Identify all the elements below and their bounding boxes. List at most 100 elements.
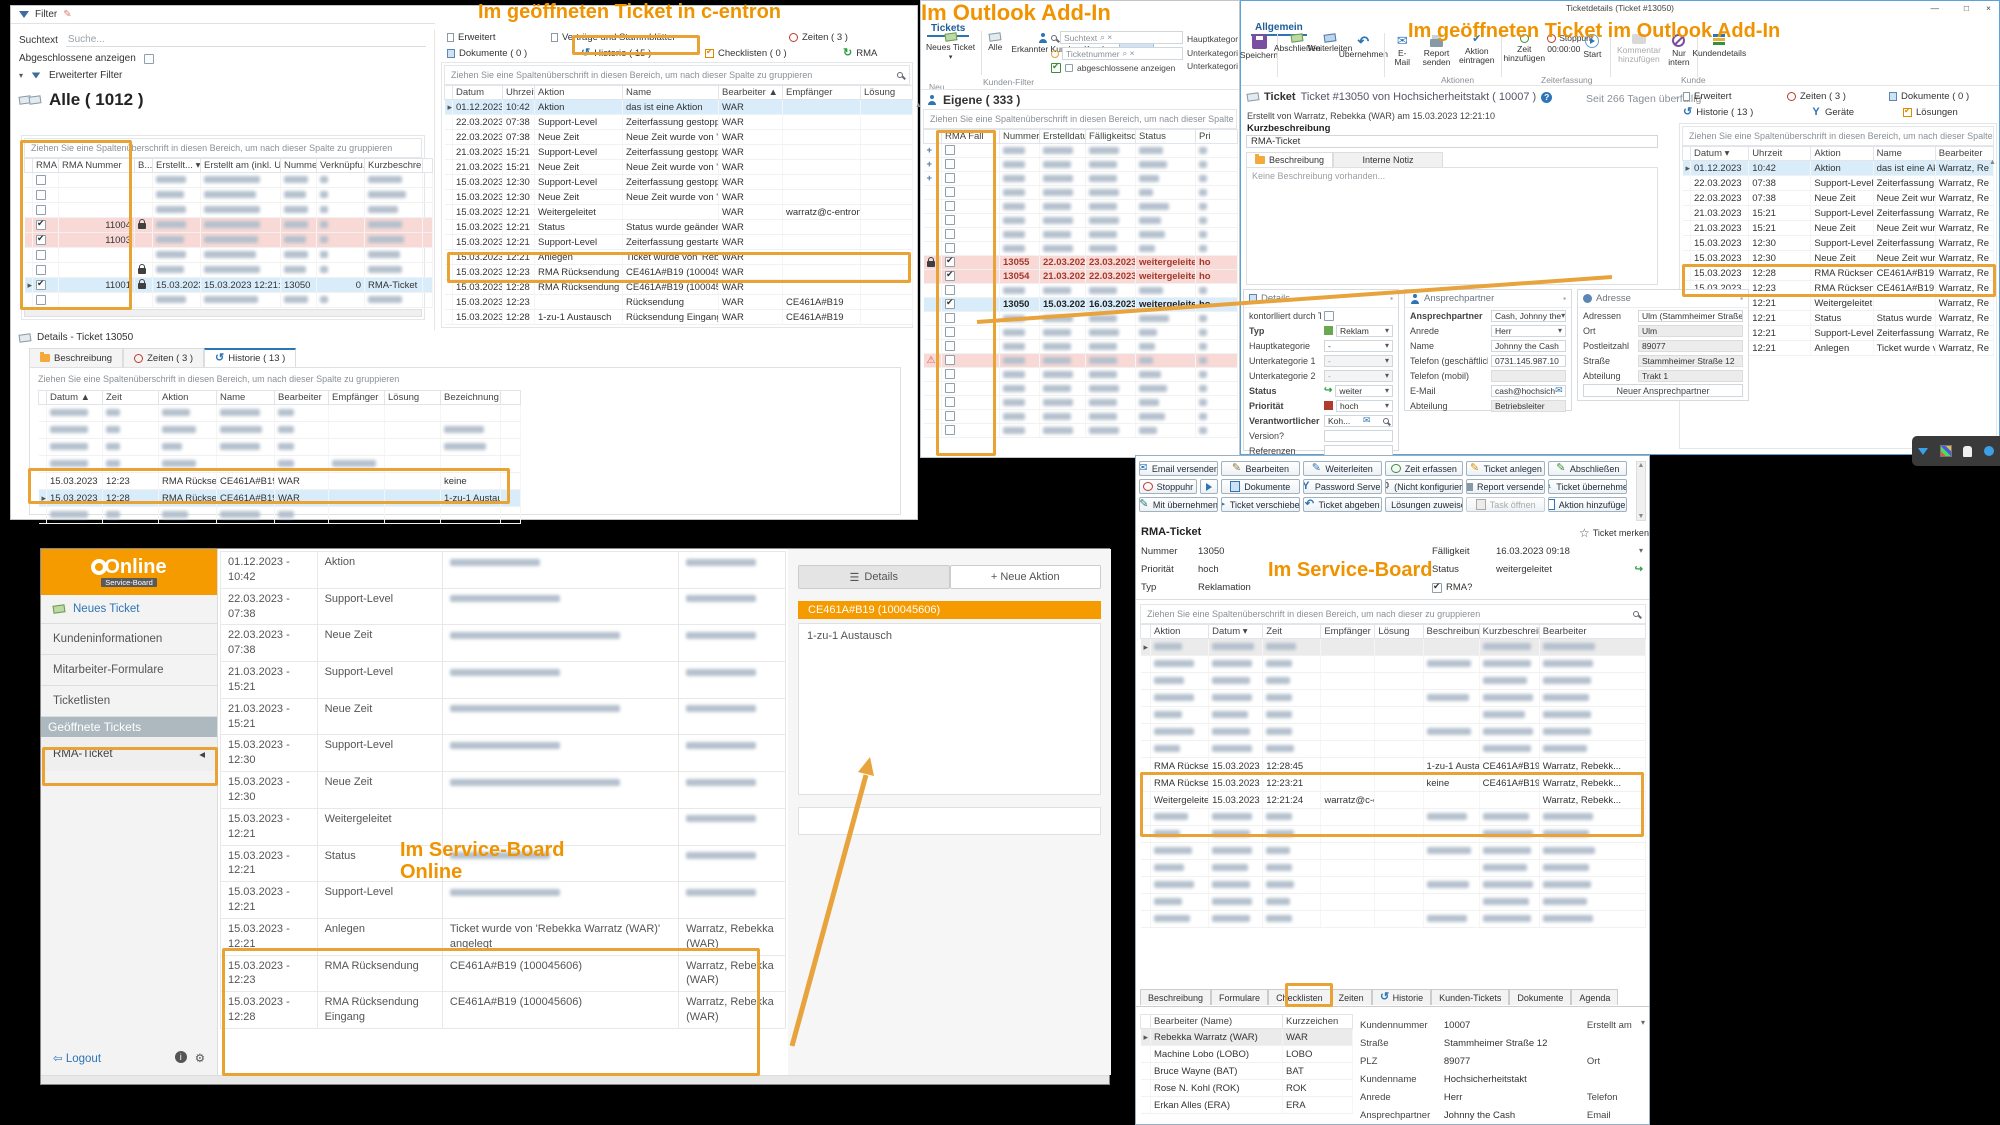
field-value[interactable]: Stammheimer Straße 12 <box>1638 354 1743 367</box>
column-header[interactable]: Zeit <box>1262 624 1322 639</box>
table-row[interactable] <box>923 339 1238 354</box>
uebernehmen-button[interactable]: ↶ Übernehmen <box>1338 33 1388 59</box>
column-header[interactable]: Bearbeiter ▲ <box>718 85 783 100</box>
tab-formulare[interactable]: Formulare <box>1211 989 1269 1005</box>
close-button[interactable]: × <box>1986 3 1991 13</box>
tab-beschreibung[interactable]: Beschreibung <box>1246 152 1334 168</box>
kundendetails-button[interactable]: Kundendetails <box>1692 33 1746 59</box>
column-header[interactable]: Empfänger <box>328 390 385 405</box>
history-row[interactable]: 15.03.2023 - 12:21 Status <box>220 844 786 883</box>
column-header[interactable]: Bezeichnung <box>440 390 501 405</box>
abschliessen-button[interactable]: Abschließen <box>1274 33 1321 54</box>
field-value[interactable]: Ulm (Stammheimer Straße▾ <box>1638 309 1743 322</box>
row-checkbox[interactable] <box>945 369 955 380</box>
table-row[interactable] <box>38 506 521 524</box>
search-icon[interactable] <box>897 72 903 78</box>
table-row[interactable] <box>1140 706 1647 724</box>
table-row[interactable]: RMA Rücksendung15.03.202312:23:21keineCE… <box>1140 774 1647 792</box>
password-server-button[interactable]: Password Server <box>1302 479 1382 494</box>
history-row[interactable]: 15.03.2023 - 12:21 Weitergeleitet <box>220 807 786 846</box>
history-row[interactable]: 15.03.2023 - 12:21 Anlegen Ticket wurde vo… <box>220 917 786 956</box>
speichern-button[interactable]: Speichern <box>1240 33 1278 61</box>
mit-bernehmen-button[interactable]: Mit übernehmen <box>1139 497 1218 512</box>
table-row[interactable]: RMA Rücksendu...15.03.202312:28:451-zu-1… <box>1140 757 1647 775</box>
column-header[interactable] <box>444 85 453 100</box>
overlay-arrow-icon[interactable] <box>1917 447 1928 455</box>
column-header[interactable]: Pri <box>1195 129 1238 144</box>
tab-allgemein[interactable]: Allgemein <box>1251 21 1307 36</box>
neues-ticket-button[interactable]: Neues Ticket ▾ <box>923 31 978 63</box>
weiterleiten-button[interactable]: Weiterleiten <box>1302 461 1382 476</box>
tab-kunden-tickets[interactable]: Kunden-Tickets <box>1431 989 1510 1005</box>
chevron-down-icon[interactable]: ▾ <box>1638 546 1643 555</box>
table-row[interactable]: 22.03.2023 07:38 Support-Level Zeiterfassun… <box>444 114 913 130</box>
row-checkbox[interactable] <box>945 145 955 156</box>
row-checkbox[interactable] <box>945 397 955 408</box>
row-checkbox[interactable] <box>945 285 955 296</box>
table-row[interactable]: Erkan Alles (ERA) ERA <box>1140 1096 1353 1114</box>
overlay-color-icon[interactable] <box>1939 445 1952 457</box>
column-header[interactable]: Lösung <box>860 85 913 100</box>
row-checkbox[interactable] <box>36 189 46 200</box>
column-header[interactable]: Aktion <box>534 85 623 100</box>
table-row[interactable] <box>24 262 433 278</box>
table-row[interactable] <box>923 241 1238 256</box>
column-header[interactable]: Kurzbeschreibung <box>1478 624 1540 639</box>
chevron-down-icon[interactable]: ▾ <box>1384 341 1389 350</box>
rma-checkbox[interactable] <box>1432 581 1442 593</box>
table-row[interactable]: 11004 <box>24 217 433 233</box>
tab-erweitert[interactable]: Erweitert <box>447 32 495 43</box>
history-row[interactable]: 15.03.2023 - 12:21 Support-Level <box>220 881 786 919</box>
abgeschlossene-checkbox[interactable] <box>1051 61 1061 73</box>
table-row[interactable]: 1305421.03.202322.03.2023weitergeleiteth… <box>923 269 1238 284</box>
row-checkbox[interactable] <box>945 187 955 198</box>
table-row[interactable] <box>24 292 433 308</box>
search-input[interactable]: Suche... <box>65 33 426 47</box>
table-row[interactable] <box>923 325 1238 340</box>
field-value[interactable]: 89077 <box>1638 339 1743 352</box>
column-header[interactable]: Bearbeiter <box>1538 624 1647 639</box>
column-header[interactable]: Datum ▾ <box>1690 146 1750 161</box>
column-header[interactable]: Empfänger <box>1320 624 1376 639</box>
history-row[interactable]: 22.03.2023 - 07:38 Neue Zeit <box>220 624 786 663</box>
row-checkbox[interactable] <box>36 294 46 305</box>
tab-dokumente[interactable]: Dokumente ( 0 ) <box>447 48 527 59</box>
column-header[interactable]: RMA <box>32 158 59 173</box>
row-checkbox[interactable] <box>945 229 955 240</box>
overlay-circle-icon[interactable] <box>1984 446 1995 456</box>
ticket-merken[interactable]: ☆ Ticket merken <box>1579 526 1649 540</box>
field-value[interactable]: Ulm <box>1638 324 1743 337</box>
field-value[interactable]: Koh... ✉ <box>1324 414 1393 427</box>
column-header[interactable] <box>1139 624 1152 639</box>
ticket-anlegen-button[interactable]: Ticket anlegen <box>1466 461 1546 476</box>
start-button[interactable]: Start <box>1578 33 1606 60</box>
ticketnummer-input[interactable]: Ticketnummer ⌕ × <box>1062 47 1183 60</box>
field-value[interactable]: 0731.145.987.10 <box>1491 354 1566 367</box>
table-row[interactable]: ▸ Rebekka Warratz (WAR) WAR <box>1140 1028 1353 1046</box>
history-row[interactable]: 15.03.2023 - 12:30 Neue Zeit <box>220 771 786 809</box>
table-row[interactable] <box>923 283 1238 298</box>
table-row[interactable] <box>38 438 521 456</box>
row-checkbox-checked[interactable] <box>36 218 46 230</box>
table-row[interactable] <box>1140 723 1647 741</box>
table-row[interactable] <box>1140 689 1647 707</box>
table-row[interactable] <box>923 199 1238 214</box>
history-row[interactable]: 21.03.2023 - 15:21 Support-Level <box>220 661 786 699</box>
column-header[interactable]: Uhrzeit <box>502 85 535 100</box>
column-header[interactable]: Bearbeiter (Name) <box>1150 1014 1283 1029</box>
row-checkbox[interactable] <box>945 173 955 184</box>
table-row[interactable]: 11003 <box>24 232 433 248</box>
tab-interne-notiz[interactable]: Interne Notiz <box>1333 152 1444 168</box>
column-header[interactable]: Datum <box>452 85 503 100</box>
table-row[interactable]: Machine Lobo (LOBO) LOBO <box>1140 1045 1353 1063</box>
row-checkbox[interactable] <box>36 204 46 215</box>
weiterleiten-button[interactable]: Weiterleiten <box>1308 33 1352 54</box>
horizontal-scrollbar[interactable] <box>24 309 422 317</box>
